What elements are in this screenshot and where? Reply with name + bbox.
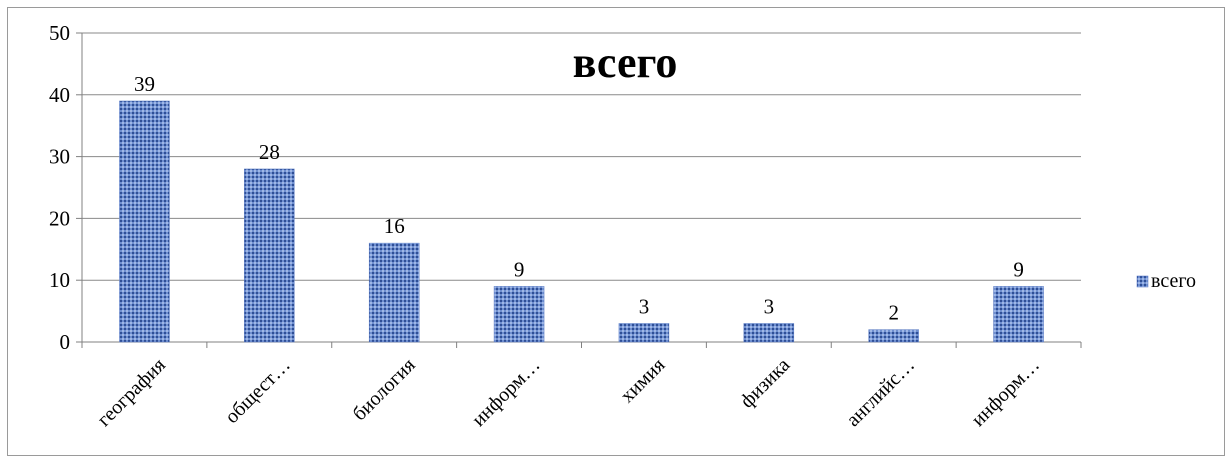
bar xyxy=(244,168,295,343)
y-tick-label: 10 xyxy=(49,268,70,292)
x-tick-label: информ… xyxy=(967,354,1044,431)
y-tick-label: 50 xyxy=(49,21,70,45)
data-label: 3 xyxy=(764,294,775,318)
x-tick-label: физика xyxy=(736,354,794,412)
data-label: 16 xyxy=(384,214,405,238)
x-tick-label: химия xyxy=(616,354,669,407)
x-tick-label: география xyxy=(93,354,170,431)
legend-swatch xyxy=(1136,275,1149,288)
data-labels: 39 28 16 9 3 3 2 9 xyxy=(134,72,1024,325)
data-label: 39 xyxy=(134,72,155,96)
chart-frame xyxy=(7,7,1225,456)
bar xyxy=(368,242,420,343)
legend-label: всего xyxy=(1151,270,1196,292)
bar xyxy=(868,329,919,343)
x-tick-label: биология xyxy=(349,354,420,425)
data-label: 3 xyxy=(639,294,650,318)
bars xyxy=(119,100,1044,343)
data-label: 9 xyxy=(1013,257,1024,281)
legend: всего xyxy=(1136,270,1196,292)
y-tick-label: 20 xyxy=(49,206,70,230)
bar xyxy=(493,286,545,343)
bar xyxy=(743,323,795,343)
data-label: 9 xyxy=(514,257,525,281)
data-label: 2 xyxy=(888,301,899,325)
bar xyxy=(993,286,1044,343)
data-label: 28 xyxy=(259,140,280,164)
chart-title: всего xyxy=(573,38,678,87)
y-tick-label: 40 xyxy=(49,83,70,107)
y-tick-label: 0 xyxy=(60,330,71,354)
bar xyxy=(119,100,170,343)
bar xyxy=(618,323,670,343)
x-tick-label: общест… xyxy=(221,354,295,428)
x-tick-label: английс… xyxy=(842,354,919,431)
tick-labels: 0 10 20 30 40 50 география общест… биология инфор… xyxy=(49,21,1044,431)
x-tick-label: информ… xyxy=(468,354,545,431)
y-tick-label: 30 xyxy=(49,145,70,169)
